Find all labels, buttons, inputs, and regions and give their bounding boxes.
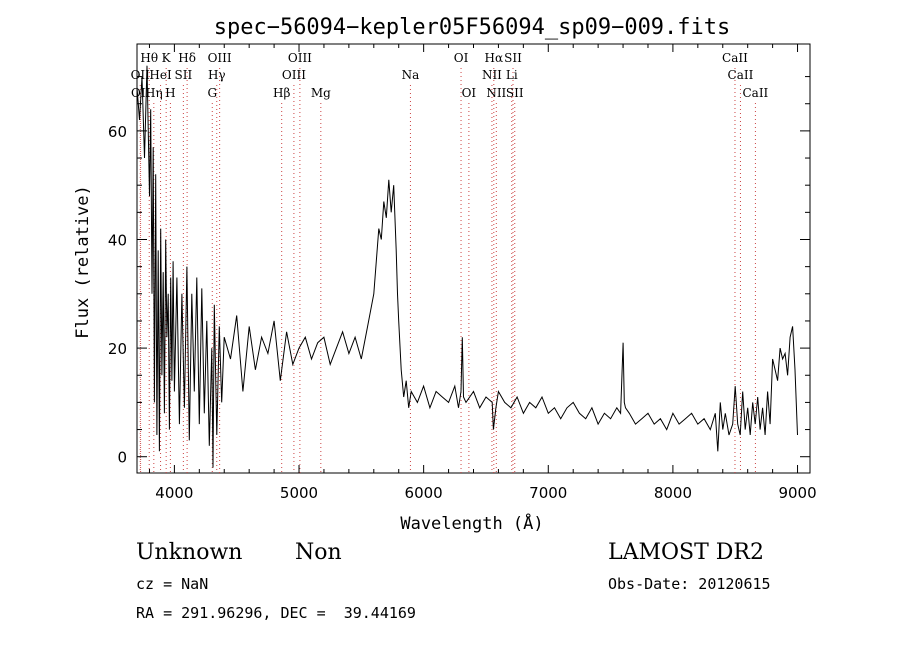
spectral-line-label: OI (462, 86, 477, 100)
spectral-line-labels: OIIOIIHθHηHeIKHSIIHδGHγOIIIHβOIIIOIIIMgN… (131, 51, 769, 100)
spectral-line-markers (139, 68, 756, 473)
spectral-line-label: Hδ (178, 51, 196, 65)
spectrum-line (136, 65, 798, 468)
spectral-line-label: Hθ (140, 51, 158, 65)
x-tick-label: 8000 (654, 484, 692, 502)
data-release: LAMOST DR2 (608, 540, 764, 565)
spectral-line-label: SII (504, 51, 522, 65)
x-tick-label: 6000 (405, 484, 443, 502)
y-tick-label: 60 (108, 123, 127, 141)
x-tick-label: 7000 (529, 484, 567, 502)
spectral-line-label: H (165, 86, 175, 100)
x-axis-label: Wavelength (Å) (400, 512, 543, 534)
y-tick-label: 0 (117, 449, 127, 467)
spectral-line-label: OIII (208, 51, 232, 65)
ra-dec: RA = 291.96296, DEC = 39.44169 (136, 604, 416, 622)
spectral-line-label: Hη (145, 86, 163, 100)
spectral-line-label: NII (486, 86, 506, 100)
y-axis-label: Flux (relative) (73, 185, 93, 339)
y-tick-label: 20 (108, 340, 127, 358)
y-axis-ticks: 0 20 40 60 (108, 76, 810, 467)
spectral-line-label: K (162, 51, 172, 65)
chart-title: spec−56094−kepler05F56094_sp09−009.fits (214, 15, 731, 40)
spectral-line-label: Mg (311, 86, 331, 100)
spectral-line-label: HeI (149, 68, 172, 82)
spectral-line-label: SII (506, 86, 524, 100)
spectral-line-label: Hγ (208, 68, 226, 82)
object-subclass: Non (295, 540, 342, 565)
x-axis-ticks: 4000 5000 6000 7000 8000 9000 (148, 44, 817, 502)
spectral-line-label: CaII (728, 68, 754, 82)
spectral-line-label: SII (175, 68, 193, 82)
spectral-line-label: CaII (742, 86, 768, 100)
spectral-line-label: OIII (282, 68, 306, 82)
spectral-line-label: OIII (288, 51, 312, 65)
spectral-line-label: OII (131, 68, 151, 82)
spectral-line-label: OI (454, 51, 469, 65)
y-tick-label: 40 (108, 231, 127, 249)
x-tick-label: 5000 (280, 484, 318, 502)
spectral-line-label: NII (482, 68, 502, 82)
x-tick-label: 9000 (778, 484, 816, 502)
object-class: Unknown (136, 540, 243, 565)
spectral-line-label: Hα (485, 51, 504, 65)
plot-frame (136, 43, 811, 474)
redshift-cz: cz = NaN (136, 575, 209, 593)
spectral-line-label: CaII (722, 51, 748, 65)
spectral-line-label: Li (506, 68, 518, 82)
spectral-line-label: Hβ (273, 86, 290, 100)
x-tick-label: 4000 (155, 484, 193, 502)
spectral-line-label: G (207, 86, 217, 100)
spectral-line-label: Na (402, 68, 420, 82)
obs-date: Obs-Date: 20120615 (608, 575, 771, 593)
